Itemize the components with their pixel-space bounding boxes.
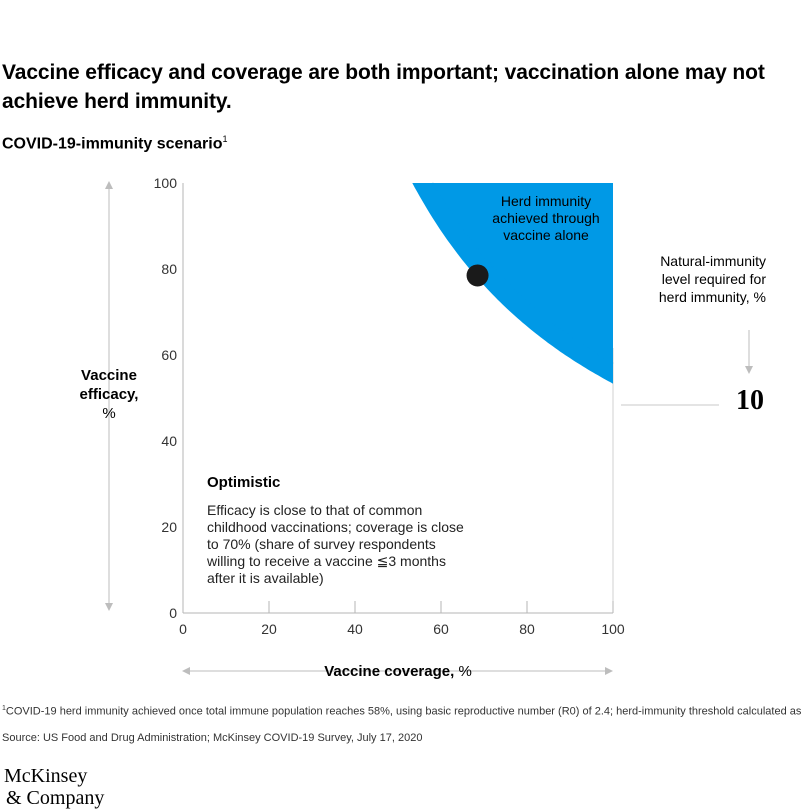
footnote-text: COVID-19 herd immunity achieved once tot… (5, 705, 802, 718)
y-axis-label-line: efficacy, (80, 386, 139, 403)
subtitle-text: COVID-19-immunity scenario (2, 135, 223, 153)
x-axis-label: Vaccine coverage, % (324, 663, 472, 680)
scenario-description: Efficacy is close to that of common child… (206, 502, 464, 586)
y-tick-label: 40 (161, 433, 177, 449)
source-note: Source: US Food and Drug Administration;… (2, 732, 423, 744)
y-axis-arrow-down (105, 603, 113, 611)
herd-region-label-line: achieved through (492, 210, 599, 226)
chart-title: Vaccine efficacy and coverage are both i… (2, 61, 765, 113)
y-tick-label: 100 (154, 175, 178, 191)
natural-immunity-value: 10 (736, 385, 764, 416)
scenario-description-line: willing to receive a vaccine ≦3 months (206, 553, 446, 569)
scenario-description-line: childhood vaccinations; coverage is clos… (207, 519, 464, 535)
logo-line-2: & Company (6, 787, 105, 809)
y-axis-label: Vaccine efficacy,% (80, 367, 139, 422)
y-axis-label-line: % (102, 405, 115, 422)
x-axis-label-unit: % (454, 663, 472, 680)
logo-line-1: McKinsey (4, 765, 88, 787)
x-tick-label: 80 (519, 621, 535, 637)
scenario-description-line: after it is available) (207, 570, 324, 586)
x-tick-label: 60 (433, 621, 449, 637)
footnote: 1COVID-19 herd immunity achieved once to… (2, 702, 802, 719)
x-axis-label-bold: Vaccine coverage, (324, 663, 454, 680)
chart-svg: 0 20 40 60 80 100 0 20 40 60 80 100 Vaccine efficacy… (80, 175, 767, 680)
chart-subtitle: COVID-19-immunity scenario1 (2, 134, 228, 153)
plot-axes (182, 183, 614, 614)
scenario-point (466, 264, 489, 287)
y-axis-arrow-up (105, 181, 113, 189)
herd-region-label: Herd immunity achieved through vaccine alo… (492, 193, 599, 243)
scenario-description-line: Efficacy is close to that of common (207, 502, 422, 518)
herd-immunity-area (412, 183, 613, 384)
natural-immunity-arrow-head (745, 366, 753, 374)
scenario-description-line: to 70% (share of survey respondents (207, 536, 436, 552)
footnote-marker: 1 (2, 705, 6, 712)
y-axis-label-line: Vaccine (81, 367, 137, 384)
herd-region-label-line: Herd immunity (501, 193, 591, 209)
x-tick-label: 40 (347, 621, 363, 637)
mckinsey-logo: McKinsey & Company (4, 765, 104, 809)
natural-immunity-dashed-curve (431, 182, 614, 365)
natural-immunity-label-line: herd immunity, % (659, 289, 766, 305)
subtitle-footnote-marker: 1 (222, 134, 228, 144)
natural-immunity-label-line: Natural-immunity (660, 253, 766, 269)
natural-immunity-label-line: level required for (662, 271, 767, 287)
y-tick-label: 0 (169, 605, 177, 621)
y-tick-label: 60 (161, 347, 177, 363)
annotations: Vaccine efficacy, %Vaccine coverage, %Herd… (80, 181, 766, 680)
tick-labels: 0 20 40 60 80 100 0 20 40 60 80 100 (154, 175, 625, 637)
y-tick-label: 20 (161, 519, 177, 535)
x-axis-arrow-right (605, 667, 613, 675)
scenario-name: Optimistic (207, 474, 280, 491)
x-axis-arrow-left (182, 667, 190, 675)
y-tick-label: 80 (161, 261, 177, 277)
natural-immunity-label: Natural-immunity level required for herd i… (659, 253, 766, 305)
x-tick-label: 100 (601, 621, 625, 637)
herd-region-label-line: vaccine alone (503, 227, 589, 243)
x-tick-label: 20 (261, 621, 277, 637)
x-tick-label: 0 (179, 621, 187, 637)
herd-area-layer (412, 182, 614, 384)
